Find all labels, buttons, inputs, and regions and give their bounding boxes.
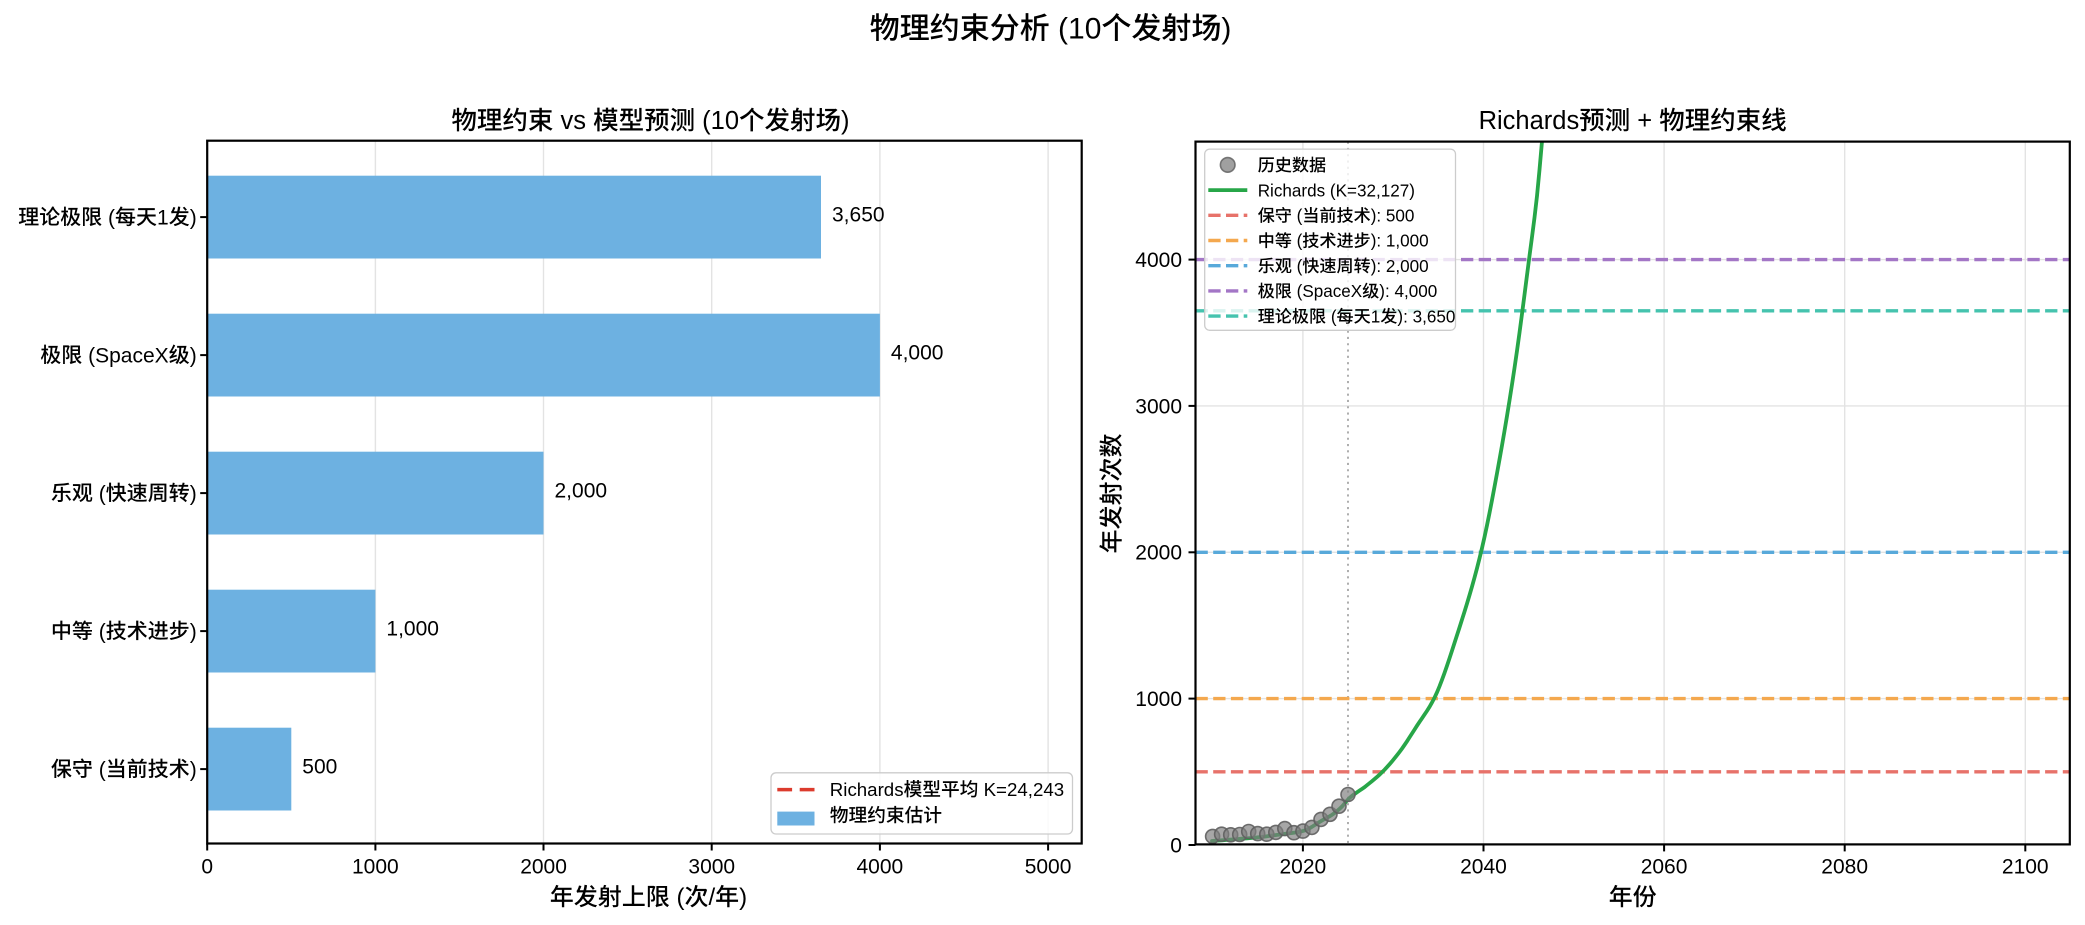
svg-text:4,000: 4,000 — [891, 342, 944, 365]
svg-text:0: 0 — [201, 856, 213, 879]
svg-text:500: 500 — [302, 756, 337, 779]
svg-text:(: ( — [93, 758, 106, 781]
svg-text:2000: 2000 — [1135, 542, 1182, 565]
svg-text:Richards: Richards — [1479, 107, 1580, 135]
svg-text:2100: 2100 — [2002, 856, 2049, 879]
svg-text:(SpaceX: (SpaceX — [1292, 282, 1363, 301]
svg-text:3000: 3000 — [688, 856, 735, 879]
svg-text:(: ( — [1326, 307, 1337, 326]
svg-text:(: ( — [93, 482, 106, 505]
svg-text:5000: 5000 — [1025, 856, 1072, 879]
svg-text:4000: 4000 — [1135, 249, 1182, 272]
svg-text:): 1,000: ): 1,000 — [1371, 232, 1429, 251]
svg-text:0: 0 — [1170, 834, 1182, 857]
svg-text:(10: (10 — [695, 107, 739, 135]
svg-text:1000: 1000 — [352, 856, 399, 879]
svg-text:1000: 1000 — [1135, 688, 1182, 711]
svg-text:): ) — [190, 206, 197, 229]
svg-text:): ) — [190, 344, 197, 367]
svg-text:): 4,000: ): 4,000 — [1379, 282, 1437, 301]
svg-text:(: ( — [102, 206, 115, 229]
svg-text:/: / — [709, 884, 716, 911]
svg-text:Richards: Richards — [830, 779, 904, 800]
svg-text:2040: 2040 — [1460, 856, 1507, 879]
svg-text:+: + — [1630, 107, 1659, 135]
svg-text:(10: (10 — [1050, 13, 1102, 46]
svg-text:): ) — [1221, 13, 1231, 46]
svg-text:(: ( — [670, 884, 685, 911]
svg-text:3000: 3000 — [1135, 395, 1182, 418]
svg-text:): 3,650: ): 3,650 — [1397, 307, 1455, 326]
svg-text:3,650: 3,650 — [832, 204, 885, 227]
svg-text:): ) — [190, 620, 197, 643]
svg-text:4000: 4000 — [857, 856, 904, 879]
svg-text:): ) — [190, 758, 197, 781]
svg-text:Richards (K=32,127): Richards (K=32,127) — [1258, 181, 1415, 200]
svg-text:2000: 2000 — [520, 856, 567, 879]
svg-text:1: 1 — [157, 206, 169, 229]
svg-text:(: ( — [1292, 232, 1303, 251]
svg-text:2060: 2060 — [1641, 856, 1688, 879]
svg-text:): 500: ): 500 — [1371, 207, 1415, 226]
svg-text:1,000: 1,000 — [386, 618, 439, 641]
svg-text:(: ( — [1292, 207, 1303, 226]
svg-text:): ) — [841, 107, 850, 135]
svg-text:): ) — [739, 884, 747, 911]
svg-text:): 2,000: ): 2,000 — [1371, 257, 1429, 276]
svg-text:K=24,243: K=24,243 — [978, 779, 1064, 800]
svg-text:2020: 2020 — [1280, 856, 1327, 879]
svg-text:2080: 2080 — [1821, 856, 1868, 879]
svg-text:): ) — [190, 482, 197, 505]
svg-text:(SpaceX: (SpaceX — [82, 344, 168, 367]
svg-text:(: ( — [1292, 257, 1303, 276]
svg-text:vs: vs — [553, 107, 593, 135]
svg-text:(: ( — [93, 620, 106, 643]
svg-text:2,000: 2,000 — [555, 480, 608, 503]
svg-text:1: 1 — [1371, 307, 1381, 326]
